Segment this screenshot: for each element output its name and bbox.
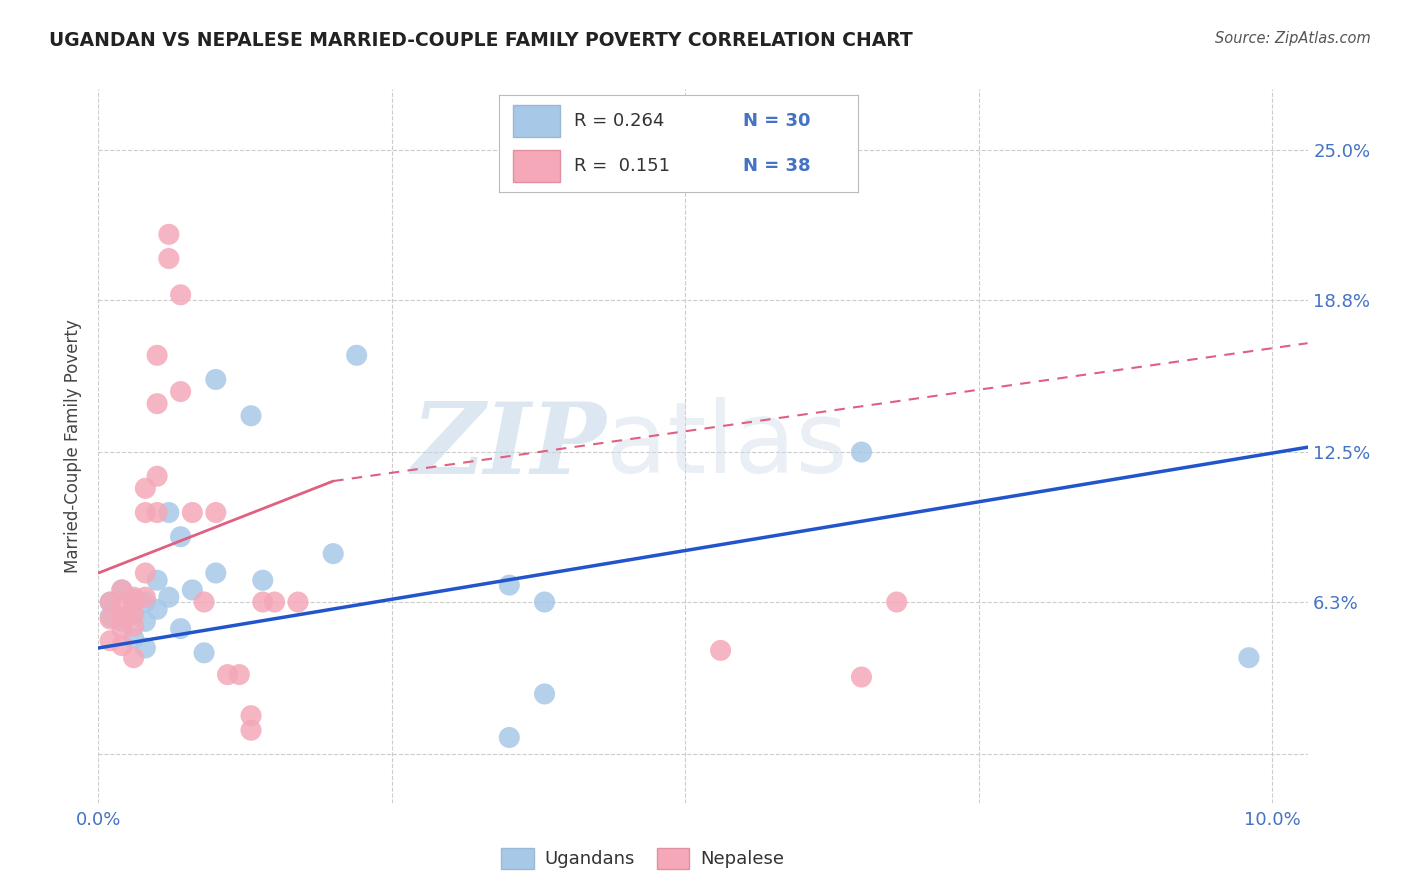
Point bbox=[111, 622, 134, 636]
Point bbox=[240, 723, 263, 738]
FancyBboxPatch shape bbox=[513, 151, 560, 182]
Point bbox=[122, 607, 145, 621]
Point bbox=[111, 639, 134, 653]
Point bbox=[851, 445, 873, 459]
Point bbox=[252, 574, 274, 588]
Point bbox=[122, 607, 145, 621]
Point bbox=[146, 469, 169, 483]
Point bbox=[122, 592, 145, 607]
Point bbox=[146, 602, 169, 616]
Point bbox=[157, 227, 180, 242]
FancyBboxPatch shape bbox=[513, 105, 560, 136]
Point bbox=[111, 582, 134, 597]
Y-axis label: Married-Couple Family Poverty: Married-Couple Family Poverty bbox=[65, 319, 83, 573]
Legend: Ugandans, Nepalese: Ugandans, Nepalese bbox=[494, 840, 792, 876]
Point bbox=[240, 409, 263, 423]
Text: R =  0.151: R = 0.151 bbox=[575, 157, 671, 175]
Point bbox=[134, 566, 156, 580]
Point bbox=[181, 582, 204, 597]
Point bbox=[98, 609, 121, 624]
Point bbox=[252, 595, 274, 609]
Point bbox=[157, 252, 180, 266]
Point bbox=[886, 595, 908, 609]
Point bbox=[217, 667, 239, 681]
Point bbox=[851, 670, 873, 684]
Point bbox=[346, 348, 368, 362]
Point bbox=[263, 595, 285, 609]
Point bbox=[157, 506, 180, 520]
Point bbox=[122, 619, 145, 633]
Point bbox=[169, 288, 191, 302]
Point bbox=[228, 667, 250, 681]
Point bbox=[204, 566, 226, 580]
Point bbox=[146, 348, 169, 362]
Point bbox=[204, 372, 226, 386]
Point bbox=[169, 530, 191, 544]
Point bbox=[193, 595, 215, 609]
Point bbox=[1237, 650, 1260, 665]
Point bbox=[710, 643, 733, 657]
Text: N = 30: N = 30 bbox=[742, 112, 810, 130]
Point bbox=[134, 506, 156, 520]
Point bbox=[134, 595, 156, 609]
Point bbox=[134, 590, 156, 604]
Point bbox=[98, 633, 121, 648]
Point bbox=[533, 595, 555, 609]
Point bbox=[98, 595, 121, 609]
Point bbox=[204, 506, 226, 520]
Point bbox=[322, 547, 344, 561]
Point bbox=[134, 615, 156, 629]
Point bbox=[111, 598, 134, 612]
Point bbox=[169, 622, 191, 636]
Text: N = 38: N = 38 bbox=[742, 157, 810, 175]
Point bbox=[146, 506, 169, 520]
Point bbox=[111, 582, 134, 597]
Point bbox=[498, 578, 520, 592]
Point bbox=[134, 481, 156, 495]
Point bbox=[181, 506, 204, 520]
Point bbox=[122, 632, 145, 646]
Point bbox=[98, 612, 121, 626]
Text: UGANDAN VS NEPALESE MARRIED-COUPLE FAMILY POVERTY CORRELATION CHART: UGANDAN VS NEPALESE MARRIED-COUPLE FAMIL… bbox=[49, 31, 912, 50]
Point bbox=[146, 397, 169, 411]
Point bbox=[240, 708, 263, 723]
Text: R = 0.264: R = 0.264 bbox=[575, 112, 665, 130]
Point bbox=[287, 595, 309, 609]
Point bbox=[98, 595, 121, 609]
Point bbox=[122, 590, 145, 604]
Point bbox=[111, 615, 134, 629]
Point bbox=[146, 574, 169, 588]
Point bbox=[193, 646, 215, 660]
Point bbox=[134, 640, 156, 655]
Point bbox=[122, 650, 145, 665]
Point bbox=[169, 384, 191, 399]
Point bbox=[533, 687, 555, 701]
Point bbox=[498, 731, 520, 745]
Point bbox=[122, 595, 145, 609]
Text: ZIP: ZIP bbox=[412, 398, 606, 494]
Point bbox=[157, 590, 180, 604]
Point bbox=[111, 609, 134, 624]
Text: atlas: atlas bbox=[606, 398, 848, 494]
Text: Source: ZipAtlas.com: Source: ZipAtlas.com bbox=[1215, 31, 1371, 46]
